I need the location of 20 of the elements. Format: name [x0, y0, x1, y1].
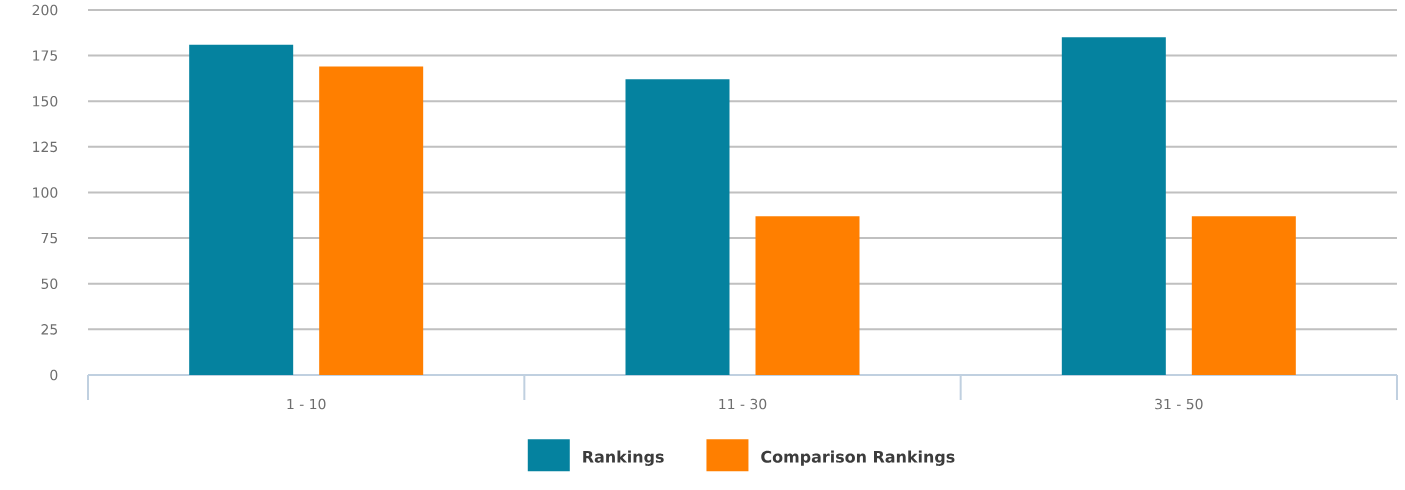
x-tick-label: 1 - 10: [287, 398, 326, 410]
x-tick-label: 31 - 50: [1155, 398, 1203, 410]
bar: [1061, 37, 1166, 375]
y-tick-label: 125: [33, 141, 58, 153]
y-tick-label: 175: [33, 50, 58, 61]
y-tick-label: 200: [32, 4, 58, 16]
y-tick-label: 100: [33, 187, 58, 198]
y-tick-label: 150: [33, 95, 58, 107]
bar: [319, 66, 424, 375]
y-tick-label: 50: [41, 278, 58, 290]
y-tick-label: 25: [41, 324, 58, 335]
x-tick-label: 11 - 30: [719, 398, 767, 410]
legend-label: Rankings: [583, 450, 664, 466]
bar: [625, 79, 730, 375]
bar: [1191, 216, 1296, 375]
legend-label: Comparison Rankings: [761, 450, 955, 466]
bar: [189, 44, 294, 375]
bar: [755, 216, 860, 375]
y-tick-label: 75: [41, 232, 58, 244]
y-tick-label: 0: [50, 369, 58, 381]
